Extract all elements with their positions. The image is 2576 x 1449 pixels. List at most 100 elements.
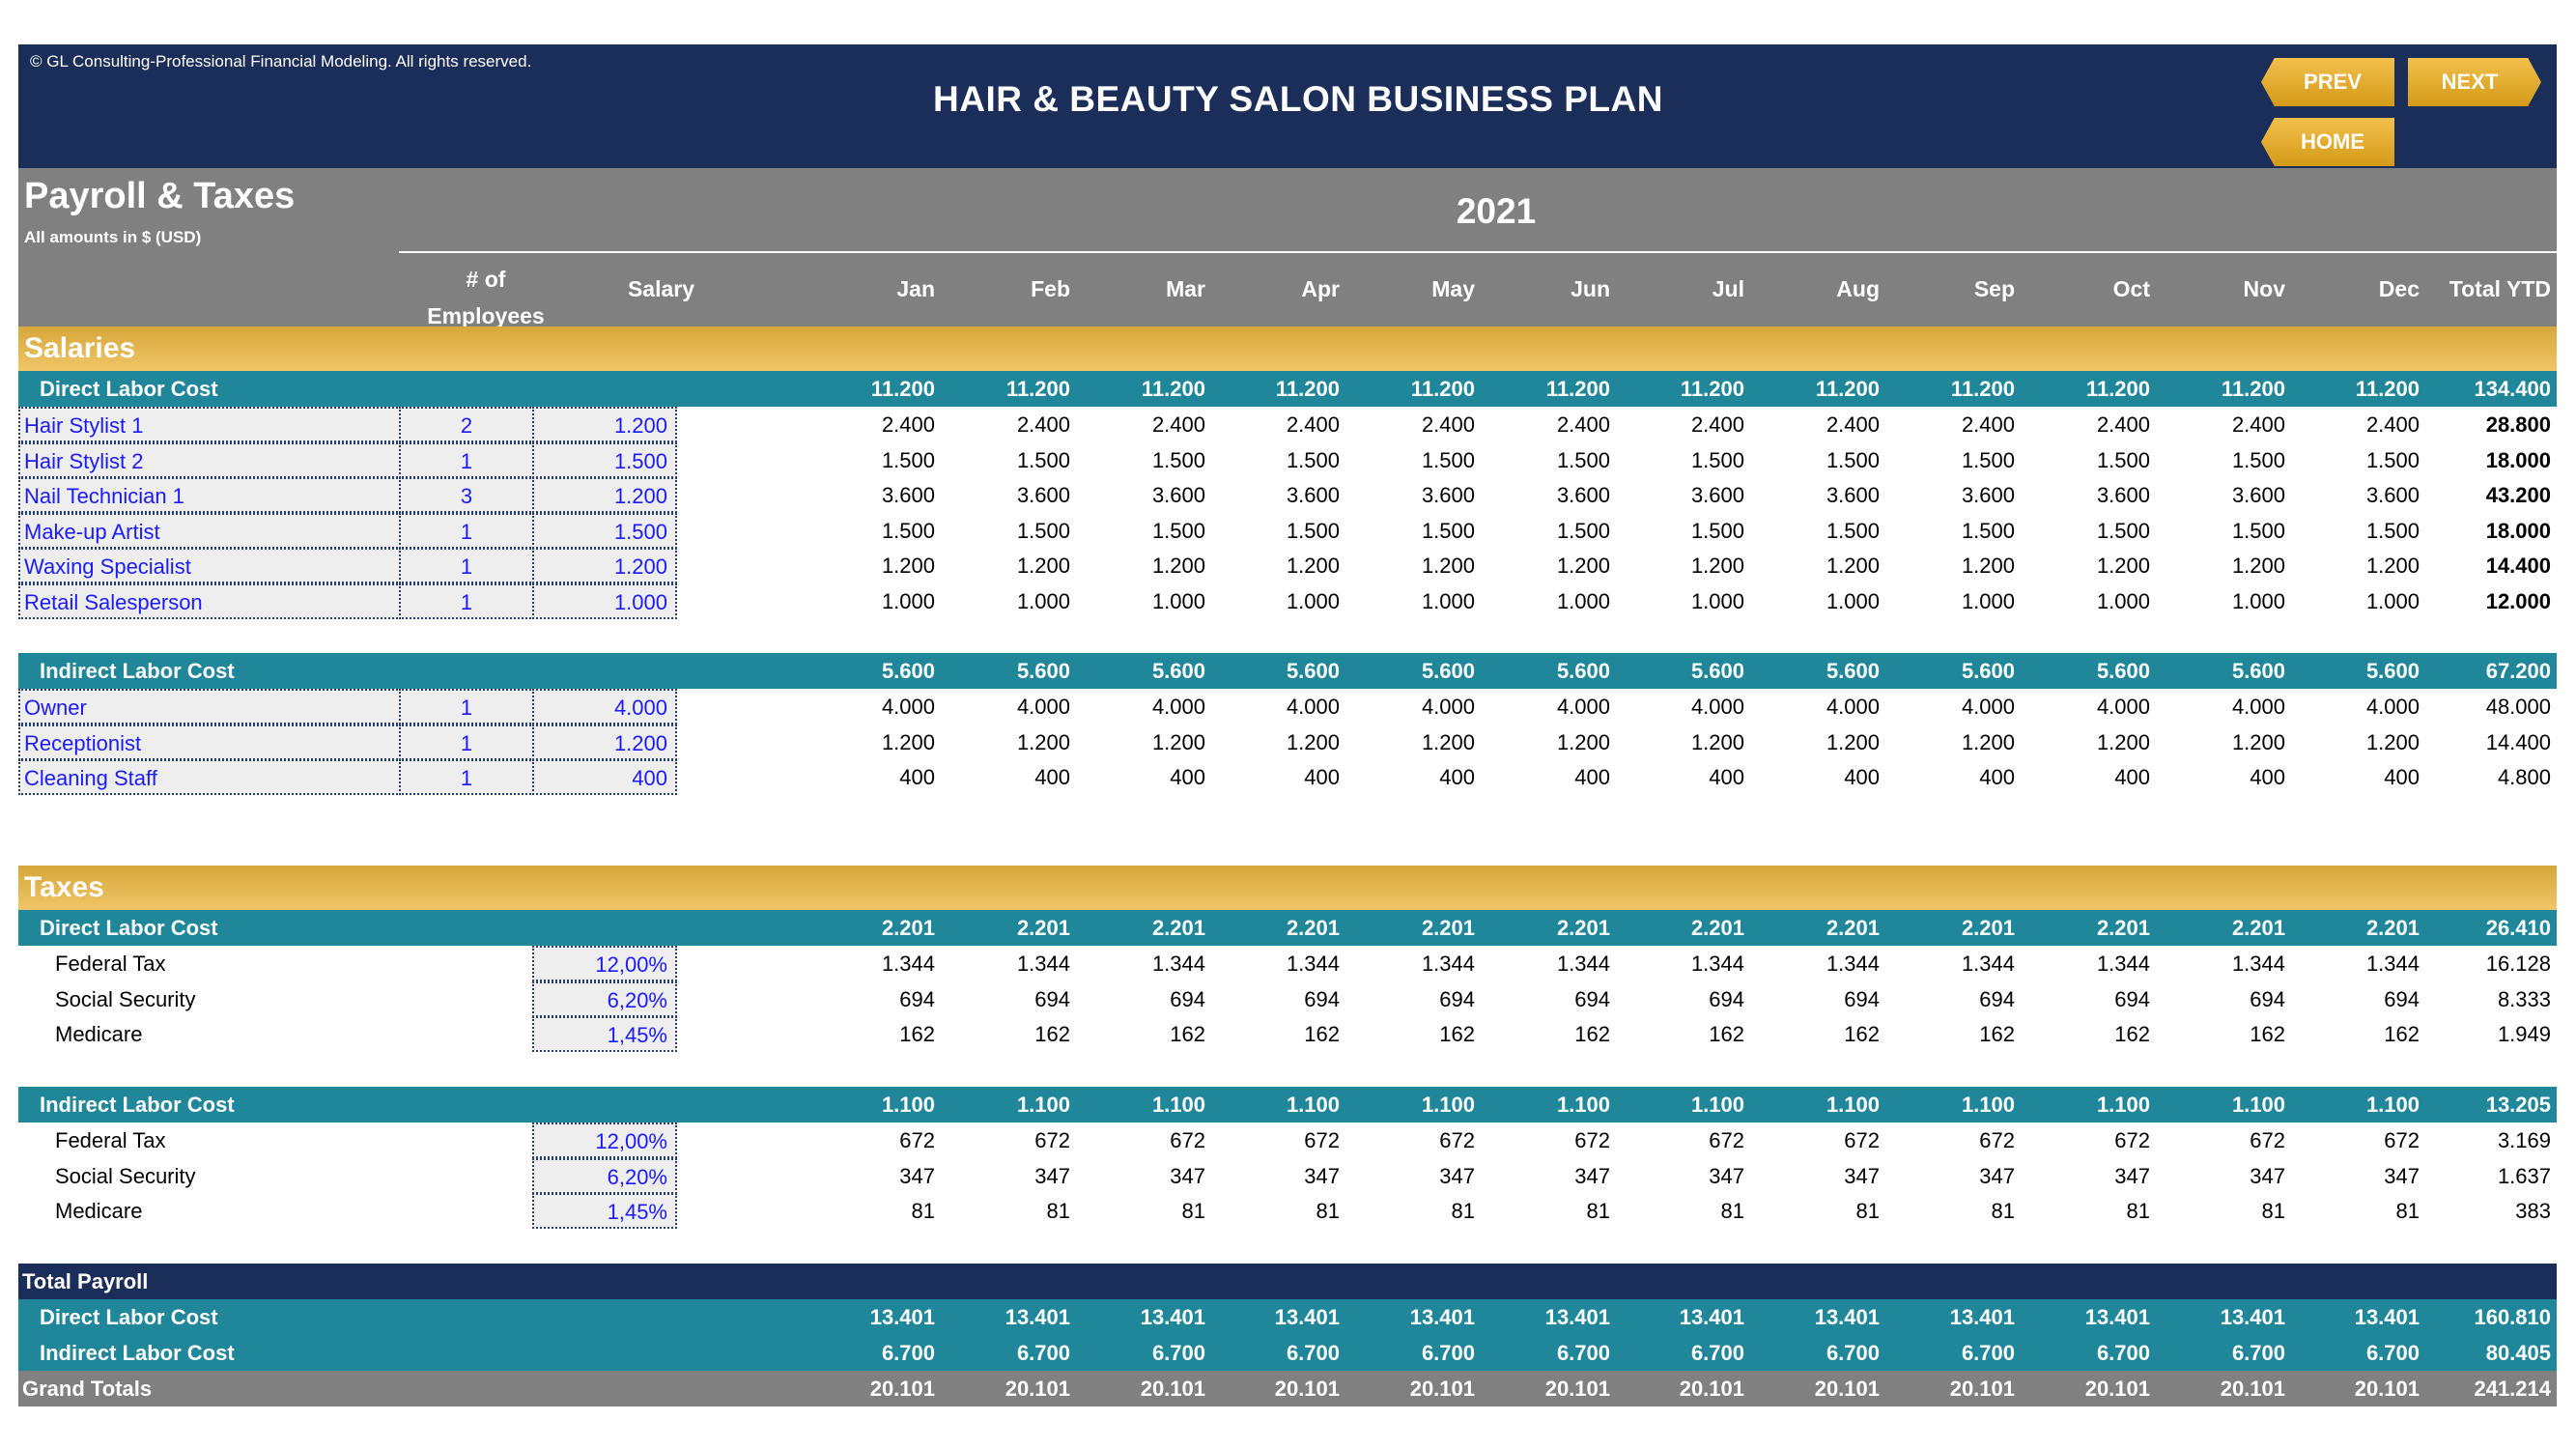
employee-name-input[interactable]: Owner	[18, 689, 401, 724]
month-value: 1.200	[2365, 554, 2420, 579]
salary-input[interactable]: 1.200	[532, 548, 677, 584]
total-ytd-value: 16.128	[2485, 952, 2551, 976]
month-value: 20.101	[869, 1377, 935, 1401]
month-value: 1.000	[1286, 589, 1340, 613]
employee-count-input[interactable]: 1	[399, 689, 534, 724]
month-value: 347	[1304, 1163, 1340, 1188]
month-value: 1.200	[881, 554, 935, 579]
month-value: 20.101	[1679, 1377, 1744, 1401]
salary-input[interactable]: 1.000	[532, 583, 677, 619]
prev-button[interactable]: PREV	[2261, 58, 2394, 106]
month-value: 400	[1439, 765, 1475, 790]
salary-input[interactable]: 1.500	[532, 441, 677, 478]
tax-rate-input[interactable]: 6,20%	[532, 980, 677, 1017]
salary-input[interactable]: 1.200	[532, 407, 677, 442]
month-value: 5.600	[1556, 659, 1610, 683]
month-value: 1.000	[2365, 589, 2420, 613]
month-value: 1.500	[1556, 518, 1610, 543]
month-value: 4.000	[1016, 695, 1070, 719]
direct-tax-subtotal-label: Direct Labor Cost	[40, 916, 218, 940]
tax-rate-input[interactable]: 12,00%	[532, 946, 677, 981]
salary-input[interactable]: 1.200	[532, 477, 677, 514]
employee-name-input[interactable]: Retail Salesperson	[18, 583, 401, 619]
tax-name: Medicare	[55, 1199, 143, 1224]
month-value: 3.600	[2231, 483, 2285, 508]
month-value: 1.000	[881, 589, 935, 613]
total-ytd-value: 43.200	[2485, 483, 2551, 508]
employee-name-input[interactable]: Nail Technician 1	[18, 477, 401, 514]
total-ytd-value: 8.333	[2497, 986, 2551, 1011]
salary-input[interactable]: 4.000	[532, 689, 677, 724]
month-value: 1.500	[1421, 447, 1475, 472]
employee-count-input[interactable]: 1	[399, 548, 534, 584]
month-value: 1.200	[1151, 729, 1205, 754]
month-value: 162	[2250, 1022, 2285, 1047]
month-value: 13.401	[1949, 1305, 2015, 1329]
month-value: 13.401	[2220, 1305, 2285, 1329]
month-value: 1.100	[2365, 1093, 2420, 1117]
month-value: 400	[1574, 765, 1610, 790]
tax-rate-input[interactable]: 6,20%	[532, 1157, 677, 1194]
salary-input[interactable]: 1.200	[532, 724, 677, 760]
employee-count-input[interactable]: 3	[399, 477, 534, 514]
total-direct-labor-row-label: Direct Labor Cost	[40, 1305, 218, 1329]
month-value: 347	[1844, 1163, 1880, 1188]
total-ytd-value: 3.169	[2497, 1128, 2551, 1152]
salary-input[interactable]: 400	[532, 759, 677, 796]
month-value: 347	[2114, 1163, 2150, 1188]
month-value: 11.200	[1545, 377, 1610, 401]
total-ytd-value: 4.800	[2497, 765, 2551, 790]
employee-count-input[interactable]: 1	[399, 583, 534, 619]
month-value: 1.500	[2096, 447, 2150, 472]
month-value: 81	[2395, 1199, 2420, 1224]
month-value: 672	[1844, 1128, 1880, 1152]
month-value: 3.600	[881, 483, 935, 508]
indirect-labor-subtotal: Indirect Labor Cost 5.600 5.600 5.600 5.600 5…	[18, 653, 2557, 689]
month-value: 4.000	[1961, 695, 2015, 719]
month-value: 672	[1709, 1128, 1744, 1152]
tax-name: Social Security	[55, 1163, 196, 1188]
month-value: 13.401	[1679, 1305, 1744, 1329]
total-ytd-value: 28.800	[2485, 412, 2551, 437]
employee-name-input[interactable]: Make-up Artist	[18, 512, 401, 549]
employee-count-input[interactable]: 2	[399, 407, 534, 442]
tax-rate-input[interactable]: 1,45%	[532, 1193, 677, 1230]
salary-input[interactable]: 1.500	[532, 512, 677, 549]
next-button[interactable]: NEXT	[2408, 58, 2541, 106]
employee-name-input[interactable]: Hair Stylist 2	[18, 441, 401, 478]
tax-rate-input[interactable]: 1,45%	[532, 1016, 677, 1053]
employee-name-input[interactable]: Cleaning Staff	[18, 759, 401, 796]
tax-rate-input[interactable]: 12,00%	[532, 1122, 677, 1158]
month-value: 11.200	[1005, 377, 1070, 401]
month-value: 20.101	[1409, 1377, 1475, 1401]
employee-count-input[interactable]: 1	[399, 441, 534, 478]
salary-row: Cleaning Staff 1 400 400 400 400 400 400 400 400 4…	[18, 759, 2557, 796]
employee-count-input[interactable]: 1	[399, 759, 534, 796]
month-value: 1.200	[1961, 729, 2015, 754]
month-value: 2.400	[1421, 412, 1475, 437]
month-value: 1.200	[2096, 729, 2150, 754]
month-value: 1.000	[1826, 589, 1880, 613]
month-value: 1.500	[2365, 518, 2420, 543]
month-value: 3.600	[2365, 483, 2420, 508]
month-value: 2.400	[881, 412, 935, 437]
total-ytd-value: 1.637	[2497, 1163, 2551, 1188]
tax-name: Social Security	[55, 986, 196, 1011]
month-value: 400	[1034, 765, 1070, 790]
month-value: 1.000	[2231, 589, 2285, 613]
employee-name-input[interactable]: Hair Stylist 1	[18, 407, 401, 442]
employee-count-input[interactable]: 1	[399, 512, 534, 549]
grand-totals-row: Grand Totals 20.101 20.101 20.101 20.101 20.1…	[18, 1371, 2557, 1406]
employee-name-input[interactable]: Waxing Specialist	[18, 548, 401, 584]
month-value: 2.201	[2231, 916, 2285, 940]
month-value: 3.600	[1151, 483, 1205, 508]
month-value: 4.000	[1826, 695, 1880, 719]
month-value: 1.200	[2231, 729, 2285, 754]
home-button[interactable]: HOME	[2261, 118, 2394, 166]
month-value: 5.600	[2365, 659, 2420, 683]
employee-name-input[interactable]: Receptionist	[18, 724, 401, 760]
month-value: 1.500	[1286, 518, 1340, 543]
employee-count-input[interactable]: 1	[399, 724, 534, 760]
total-ytd-value: 48.000	[2485, 695, 2551, 719]
month-value: 3.600	[1016, 483, 1070, 508]
